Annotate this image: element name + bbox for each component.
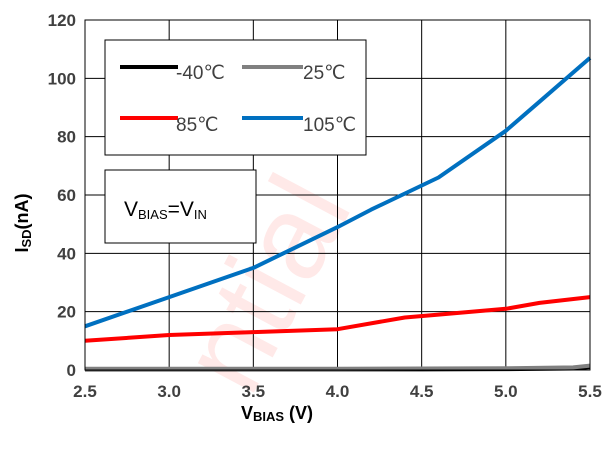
series-line: [85, 363, 591, 371]
legend-label: 85℃: [176, 115, 218, 136]
y-tick-label: 120: [48, 11, 76, 30]
plot-border: [84, 19, 591, 371]
x-tick-label: 2.5: [73, 382, 97, 401]
x-axis-label: VBIAS (V): [241, 403, 313, 424]
x-tick-label: 4.0: [326, 382, 350, 401]
annotation-text: VBIAS=VIN: [124, 198, 207, 222]
y-tick-label: 60: [57, 186, 76, 205]
series-layer: [84, 56, 592, 372]
x-tick-label: 3.5: [242, 382, 266, 401]
legend-label: 105℃: [303, 115, 356, 136]
x-tick-label: 4.5: [410, 382, 434, 401]
legend: -40℃ 25℃ 85℃ 105℃: [104, 39, 367, 156]
y-tick-label: 40: [57, 244, 76, 263]
x-tick-label: 5.0: [494, 382, 518, 401]
y-tick-label: 100: [48, 69, 76, 88]
x-tick-label: 3.0: [157, 382, 181, 401]
x-tick-label: 5.5: [578, 382, 602, 401]
series-line: [84, 295, 591, 343]
legend-label: 25℃: [303, 63, 345, 84]
annotation-box: [104, 169, 257, 244]
legend-box: [104, 39, 367, 156]
tick-labels: 2.5 3.0 3.5 4.0 4.5 5.0 5.5 0 20 40 60 80 100 120: [48, 11, 602, 401]
y-axis-label: ISD(nA): [12, 193, 34, 252]
y-tick-label: 80: [57, 128, 76, 147]
series-line: [84, 56, 592, 329]
condition-annotation: VBIAS=VIN: [104, 169, 257, 244]
legend-label: -40℃: [176, 63, 225, 84]
y-tick-label: 20: [57, 303, 76, 322]
y-tick-label: 0: [67, 361, 76, 380]
